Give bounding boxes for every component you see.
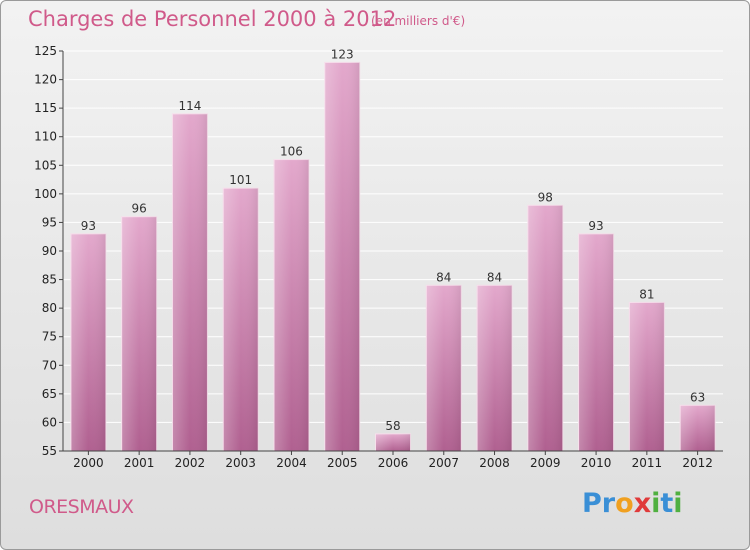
logo-letter: t [660,488,674,519]
data-label-2000: 93 [81,219,96,233]
y-tick-label: 100 [34,187,57,201]
logo-letter: i [651,488,661,519]
logo-letter: r [601,488,616,519]
proxiti-logo: Proxiti [582,488,683,519]
y-tick-label: 120 [34,73,57,87]
y-tick-label: 90 [42,244,57,258]
y-tick-label: 80 [42,301,57,315]
x-tick-label-2010: 2010 [581,456,612,470]
x-tick-label-2006: 2006 [378,456,409,470]
bar-shine-2006 [375,433,411,451]
bar-shine-2004 [273,159,309,452]
bar-shine-2000 [70,233,106,451]
data-label-2010: 93 [588,219,603,233]
data-label-2001: 96 [132,202,147,216]
data-label-2004: 106 [280,145,303,159]
y-tick-label: 125 [34,44,57,58]
data-label-2011: 81 [639,287,654,301]
chart-title: Charges de Personnel 2000 à 2012 [28,7,397,31]
data-label-2007: 84 [436,270,451,284]
commune-name: ORESMAUX [29,496,134,518]
data-label-2002: 114 [178,99,201,113]
bar-shine-2012 [680,405,716,451]
y-tick-label: 95 [42,215,57,229]
y-tick-label: 60 [42,415,57,429]
logo-letter: i [673,488,683,519]
bar-shine-2002 [172,113,208,451]
x-tick-label-2000: 2000 [73,456,104,470]
logo-letter: P [582,488,602,519]
y-tick-label: 55 [42,444,57,458]
y-tick-label: 105 [34,158,57,172]
bar-shine-2008 [477,285,513,451]
x-tick-label-2005: 2005 [327,456,358,470]
x-tick-label-2011: 2011 [632,456,663,470]
x-tick-label-2002: 2002 [175,456,206,470]
y-tick-label: 75 [42,330,57,344]
y-tick-label: 110 [34,130,57,144]
bar-shine-2005 [324,62,360,452]
data-label-2009: 98 [538,190,553,204]
y-tick-label: 85 [42,273,57,287]
y-tick-label: 65 [42,387,57,401]
data-label-2008: 84 [487,270,502,284]
y-tick-label: 70 [42,358,57,372]
bar-shine-2011 [629,302,665,451]
data-label-2003: 101 [229,173,252,187]
logo-letter: x [633,488,652,519]
y-tick-label: 115 [34,101,57,115]
x-tick-label-2009: 2009 [530,456,561,470]
bar-shine-2007 [426,285,462,451]
data-label-2005: 123 [331,47,354,61]
data-label-2012: 63 [690,390,705,404]
x-tick-label-2004: 2004 [276,456,307,470]
x-tick-label-2012: 2012 [682,456,713,470]
bar-shine-2009 [527,205,563,451]
x-tick-label-2003: 2003 [225,456,256,470]
x-tick-label-2007: 2007 [428,456,459,470]
bar-shine-2003 [223,188,259,451]
logo-letter: o [615,488,634,519]
bar-shine-2001 [121,216,157,451]
x-tick-label-2001: 2001 [124,456,155,470]
chart-subtitle: (en milliers d'€) [371,14,466,28]
data-label-2006: 58 [385,419,400,433]
bar-shine-2010 [578,233,614,451]
x-tick-label-2008: 2008 [479,456,510,470]
